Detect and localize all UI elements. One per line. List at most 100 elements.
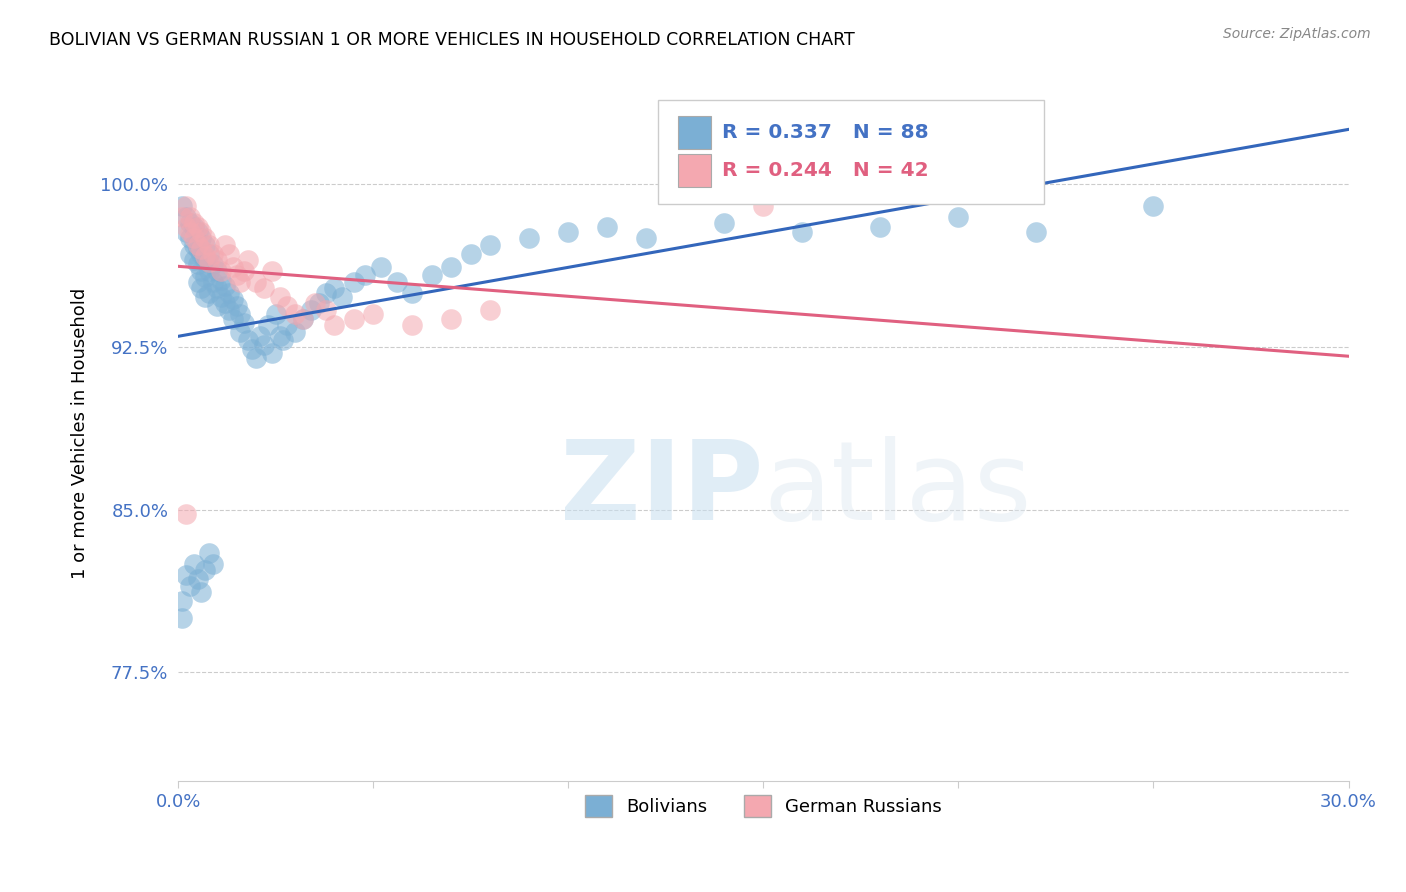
- Point: [187, 275, 209, 289]
- Point: [557, 225, 579, 239]
- Point: [179, 579, 201, 593]
- Point: [202, 557, 225, 571]
- Point: [304, 296, 326, 310]
- Point: [179, 225, 201, 239]
- Point: [183, 216, 205, 230]
- Point: [284, 307, 307, 321]
- Point: [291, 311, 314, 326]
- Point: [240, 342, 263, 356]
- Point: [209, 272, 232, 286]
- Point: [284, 325, 307, 339]
- Point: [170, 199, 193, 213]
- Point: [276, 318, 298, 333]
- Point: [343, 275, 366, 289]
- Point: [190, 246, 212, 260]
- Point: [174, 220, 197, 235]
- Point: [209, 290, 232, 304]
- Point: [194, 253, 217, 268]
- Point: [385, 275, 408, 289]
- Point: [190, 281, 212, 295]
- Text: R = 0.244   N = 42: R = 0.244 N = 42: [723, 161, 929, 180]
- Text: BOLIVIAN VS GERMAN RUSSIAN 1 OR MORE VEHICLES IN HOUSEHOLD CORRELATION CHART: BOLIVIAN VS GERMAN RUSSIAN 1 OR MORE VEH…: [49, 31, 855, 49]
- FancyBboxPatch shape: [678, 116, 710, 149]
- Point: [218, 285, 240, 300]
- Point: [291, 311, 314, 326]
- Point: [183, 557, 205, 571]
- Point: [323, 318, 346, 333]
- Point: [1025, 225, 1047, 239]
- Point: [194, 237, 217, 252]
- Point: [276, 299, 298, 313]
- Point: [214, 279, 236, 293]
- Point: [256, 318, 278, 333]
- Point: [245, 275, 267, 289]
- Point: [218, 246, 240, 260]
- Point: [209, 264, 232, 278]
- Point: [596, 220, 619, 235]
- Point: [269, 329, 291, 343]
- Point: [187, 572, 209, 586]
- Point: [330, 290, 353, 304]
- Point: [214, 296, 236, 310]
- Point: [205, 253, 228, 268]
- Point: [440, 311, 463, 326]
- Point: [401, 318, 423, 333]
- Point: [233, 316, 256, 330]
- Point: [202, 275, 225, 289]
- Point: [479, 237, 502, 252]
- Point: [229, 325, 252, 339]
- Point: [354, 268, 377, 283]
- Point: [183, 231, 205, 245]
- Point: [420, 268, 443, 283]
- Point: [194, 270, 217, 285]
- Point: [323, 281, 346, 295]
- Text: ZIP: ZIP: [560, 436, 763, 542]
- Y-axis label: 1 or more Vehicles in Household: 1 or more Vehicles in Household: [72, 288, 89, 579]
- Point: [174, 199, 197, 213]
- Point: [198, 255, 221, 269]
- Point: [198, 237, 221, 252]
- Point: [170, 611, 193, 625]
- Point: [222, 311, 245, 326]
- Point: [948, 210, 970, 224]
- Point: [179, 246, 201, 260]
- Point: [229, 275, 252, 289]
- Point: [179, 231, 201, 245]
- Point: [187, 242, 209, 256]
- Point: [343, 311, 366, 326]
- Point: [225, 299, 247, 313]
- Legend: Bolivians, German Russians: Bolivians, German Russians: [578, 788, 949, 824]
- Point: [460, 246, 482, 260]
- Point: [205, 299, 228, 313]
- Point: [869, 220, 891, 235]
- Point: [202, 257, 225, 271]
- Point: [174, 507, 197, 521]
- Point: [752, 199, 775, 213]
- Point: [1142, 199, 1164, 213]
- Point: [264, 307, 287, 321]
- Point: [713, 216, 735, 230]
- Point: [218, 302, 240, 317]
- Point: [198, 264, 221, 278]
- Point: [792, 225, 814, 239]
- Point: [222, 292, 245, 306]
- Point: [179, 216, 201, 230]
- Point: [205, 281, 228, 295]
- Point: [190, 264, 212, 278]
- Point: [183, 237, 205, 252]
- Point: [187, 220, 209, 235]
- Point: [187, 225, 209, 239]
- Point: [222, 260, 245, 274]
- Point: [183, 220, 205, 235]
- Point: [273, 334, 295, 348]
- Point: [187, 237, 209, 252]
- FancyBboxPatch shape: [678, 153, 710, 187]
- Point: [198, 285, 221, 300]
- Point: [401, 285, 423, 300]
- Point: [260, 346, 283, 360]
- Point: [238, 334, 260, 348]
- Point: [249, 329, 271, 343]
- Point: [194, 249, 217, 263]
- Point: [238, 253, 260, 268]
- Point: [315, 302, 337, 317]
